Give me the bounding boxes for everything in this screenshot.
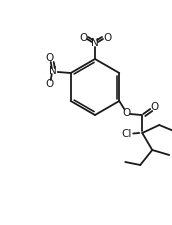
Text: O: O: [150, 102, 158, 112]
Text: O: O: [103, 33, 111, 43]
Text: Cl: Cl: [121, 129, 131, 139]
Text: N: N: [91, 38, 99, 48]
Text: O: O: [79, 33, 87, 43]
Text: O: O: [122, 108, 130, 118]
Text: O: O: [46, 53, 54, 63]
Text: O: O: [46, 79, 54, 89]
Text: N: N: [49, 66, 57, 76]
